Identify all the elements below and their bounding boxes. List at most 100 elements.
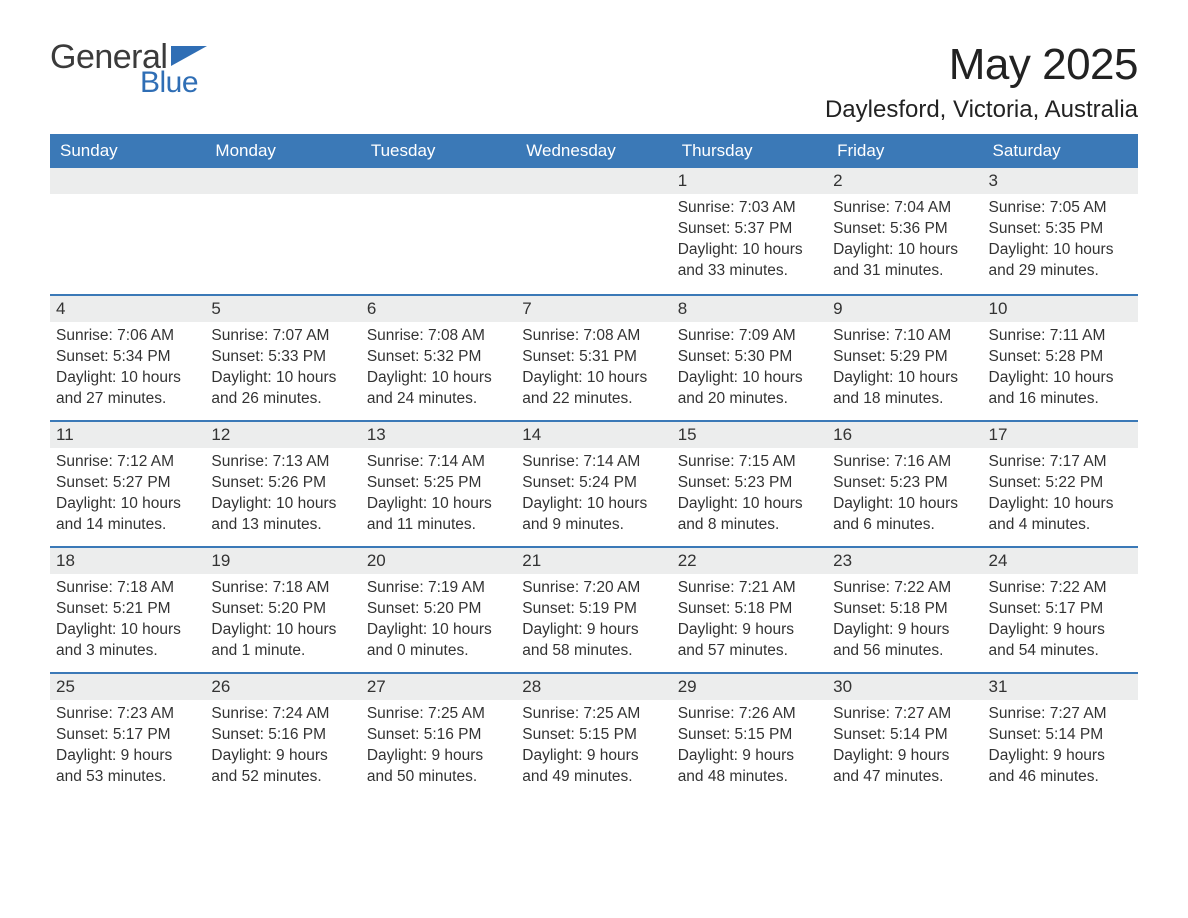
sunset-line: Sunset: 5:16 PM: [367, 725, 510, 746]
day-number: 6: [361, 294, 516, 322]
sunrise-line: Sunrise: 7:08 AM: [522, 326, 665, 347]
sunrise-line: Sunrise: 7:14 AM: [367, 452, 510, 473]
sunrise-line: Sunrise: 7:07 AM: [211, 326, 354, 347]
day-cell: 11Sunrise: 7:12 AMSunset: 5:27 PMDayligh…: [50, 420, 205, 546]
daylight-line: Daylight: 10 hours and 14 minutes.: [56, 494, 199, 536]
day-cell: 27Sunrise: 7:25 AMSunset: 5:16 PMDayligh…: [361, 672, 516, 798]
sunrise-line: Sunrise: 7:23 AM: [56, 704, 199, 725]
title-block: May 2025 Daylesford, Victoria, Australia: [825, 40, 1138, 124]
daylight-line: Daylight: 9 hours and 48 minutes.: [678, 746, 821, 788]
day-cell: 24Sunrise: 7:22 AMSunset: 5:17 PMDayligh…: [983, 546, 1138, 672]
sunrise-line: Sunrise: 7:27 AM: [989, 704, 1132, 725]
day-cell: 16Sunrise: 7:16 AMSunset: 5:23 PMDayligh…: [827, 420, 982, 546]
sunset-line: Sunset: 5:23 PM: [678, 473, 821, 494]
day-cell: 20Sunrise: 7:19 AMSunset: 5:20 PMDayligh…: [361, 546, 516, 672]
daylight-line: Daylight: 10 hours and 29 minutes.: [989, 240, 1132, 282]
day-number: 21: [516, 546, 671, 574]
month-year-title: May 2025: [825, 40, 1138, 90]
day-cell: 23Sunrise: 7:22 AMSunset: 5:18 PMDayligh…: [827, 546, 982, 672]
day-number: 28: [516, 672, 671, 700]
sunrise-line: Sunrise: 7:14 AM: [522, 452, 665, 473]
header: General Blue May 2025 Daylesford, Victor…: [50, 40, 1138, 124]
sunrise-line: Sunrise: 7:18 AM: [56, 578, 199, 599]
sunrise-line: Sunrise: 7:17 AM: [989, 452, 1132, 473]
day-cell: 12Sunrise: 7:13 AMSunset: 5:26 PMDayligh…: [205, 420, 360, 546]
day-cell: 3Sunrise: 7:05 AMSunset: 5:35 PMDaylight…: [983, 168, 1138, 294]
day-cell: 10Sunrise: 7:11 AMSunset: 5:28 PMDayligh…: [983, 294, 1138, 420]
day-cell: 22Sunrise: 7:21 AMSunset: 5:18 PMDayligh…: [672, 546, 827, 672]
sunset-line: Sunset: 5:33 PM: [211, 347, 354, 368]
calendar: SundayMondayTuesdayWednesdayThursdayFrid…: [50, 134, 1138, 798]
daylight-line: Daylight: 10 hours and 4 minutes.: [989, 494, 1132, 536]
sunset-line: Sunset: 5:14 PM: [833, 725, 976, 746]
day-number: 22: [672, 546, 827, 574]
sunrise-line: Sunrise: 7:04 AM: [833, 198, 976, 219]
sunset-line: Sunset: 5:20 PM: [211, 599, 354, 620]
day-number: 29: [672, 672, 827, 700]
sunset-line: Sunset: 5:27 PM: [56, 473, 199, 494]
sunrise-line: Sunrise: 7:22 AM: [989, 578, 1132, 599]
daylight-line: Daylight: 9 hours and 47 minutes.: [833, 746, 976, 788]
day-cell: 21Sunrise: 7:20 AMSunset: 5:19 PMDayligh…: [516, 546, 671, 672]
sunrise-line: Sunrise: 7:20 AM: [522, 578, 665, 599]
day-number: 12: [205, 420, 360, 448]
daylight-line: Daylight: 10 hours and 9 minutes.: [522, 494, 665, 536]
day-number-empty: [205, 168, 360, 194]
sunset-line: Sunset: 5:20 PM: [367, 599, 510, 620]
day-number: 30: [827, 672, 982, 700]
daylight-line: Daylight: 10 hours and 31 minutes.: [833, 240, 976, 282]
daylight-line: Daylight: 9 hours and 53 minutes.: [56, 746, 199, 788]
sunrise-line: Sunrise: 7:16 AM: [833, 452, 976, 473]
daylight-line: Daylight: 9 hours and 50 minutes.: [367, 746, 510, 788]
day-cell: 14 Sunrise: 7:14 AMSunset: 5:24 PMDayligh…: [516, 420, 671, 546]
sunrise-line: Sunrise: 7:22 AM: [833, 578, 976, 599]
sunset-line: Sunset: 5:26 PM: [211, 473, 354, 494]
day-cell: 31Sunrise: 7:27 AMSunset: 5:14 PMDayligh…: [983, 672, 1138, 798]
day-cell: 18Sunrise: 7:18 AMSunset: 5:21 PMDayligh…: [50, 546, 205, 672]
day-number: 4: [50, 294, 205, 322]
brand-logo: General Blue: [50, 40, 207, 98]
day-cell: [50, 168, 205, 294]
sunset-line: Sunset: 5:24 PM: [522, 473, 665, 494]
sunrise-line: Sunrise: 7:10 AM: [833, 326, 976, 347]
sunrise-line: Sunrise: 7:21 AM: [678, 578, 821, 599]
day-number: 14: [516, 420, 671, 448]
daylight-line: Daylight: 10 hours and 22 minutes.: [522, 368, 665, 410]
day-number: 8: [672, 294, 827, 322]
weekday-header: Tuesday: [361, 134, 516, 168]
flag-icon: [171, 46, 207, 68]
day-cell: 9Sunrise: 7:10 AMSunset: 5:29 PMDaylight…: [827, 294, 982, 420]
week-row: 25Sunrise: 7:23 AMSunset: 5:17 PMDayligh…: [50, 672, 1138, 798]
sunset-line: Sunset: 5:35 PM: [989, 219, 1132, 240]
daylight-line: Daylight: 10 hours and 20 minutes.: [678, 368, 821, 410]
sunset-line: Sunset: 5:16 PM: [211, 725, 354, 746]
day-cell: 17 Sunrise: 7:17 AMSunset: 5:22 PMDayligh…: [983, 420, 1138, 546]
sunrise-line: Sunrise: 7:15 AM: [678, 452, 821, 473]
day-number: 20: [361, 546, 516, 574]
sunrise-line: Sunrise: 7:27 AM: [833, 704, 976, 725]
weekday-header: Wednesday: [516, 134, 671, 168]
sunset-line: Sunset: 5:14 PM: [989, 725, 1132, 746]
daylight-line: Daylight: 10 hours and 18 minutes.: [833, 368, 976, 410]
daylight-line: Daylight: 10 hours and 3 minutes.: [56, 620, 199, 662]
daylight-line: Daylight: 9 hours and 57 minutes.: [678, 620, 821, 662]
daylight-line: Daylight: 9 hours and 56 minutes.: [833, 620, 976, 662]
sunrise-line: Sunrise: 7:08 AM: [367, 326, 510, 347]
day-cell: 29Sunrise: 7:26 AMSunset: 5:15 PMDayligh…: [672, 672, 827, 798]
sunset-line: Sunset: 5:22 PM: [989, 473, 1132, 494]
day-number: 18: [50, 546, 205, 574]
day-number: 17: [983, 420, 1138, 448]
day-number: 3: [983, 168, 1138, 194]
sunrise-line: Sunrise: 7:06 AM: [56, 326, 199, 347]
day-cell: 19Sunrise: 7:18 AMSunset: 5:20 PMDayligh…: [205, 546, 360, 672]
day-cell: 30 Sunrise: 7:27 AMSunset: 5:14 PMDayligh…: [827, 672, 982, 798]
sunset-line: Sunset: 5:15 PM: [522, 725, 665, 746]
day-number: 2: [827, 168, 982, 194]
calendar-weeks: 1Sunrise: 7:03 AMSunset: 5:37 PMDaylight…: [50, 168, 1138, 798]
daylight-line: Daylight: 10 hours and 6 minutes.: [833, 494, 976, 536]
day-cell: 7Sunrise: 7:08 AMSunset: 5:31 PMDaylight…: [516, 294, 671, 420]
day-cell: 2Sunrise: 7:04 AMSunset: 5:36 PMDaylight…: [827, 168, 982, 294]
day-number: 16: [827, 420, 982, 448]
day-number: 15: [672, 420, 827, 448]
daylight-line: Daylight: 9 hours and 52 minutes.: [211, 746, 354, 788]
